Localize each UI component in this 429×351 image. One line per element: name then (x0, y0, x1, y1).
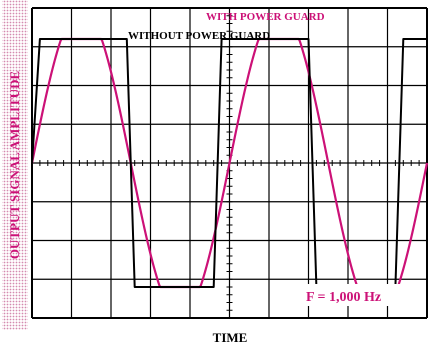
series-label-without-power-guard: WITHOUT POWER GUARD (128, 30, 270, 42)
y-axis-label: OUTPUT SIGNAL AMPLITUDE (7, 71, 22, 259)
series-label-with-power-guard: WITH POWER GUARD (206, 11, 325, 23)
center-axis-ticks (31, 7, 428, 319)
frequency-annotation: F = 1,000 Hz (306, 290, 381, 305)
annotation-background (298, 284, 408, 306)
ylabel-band (2, 0, 28, 330)
x-axis-label: TIME (213, 330, 248, 345)
series-line-without-power-guard (31, 38, 427, 288)
